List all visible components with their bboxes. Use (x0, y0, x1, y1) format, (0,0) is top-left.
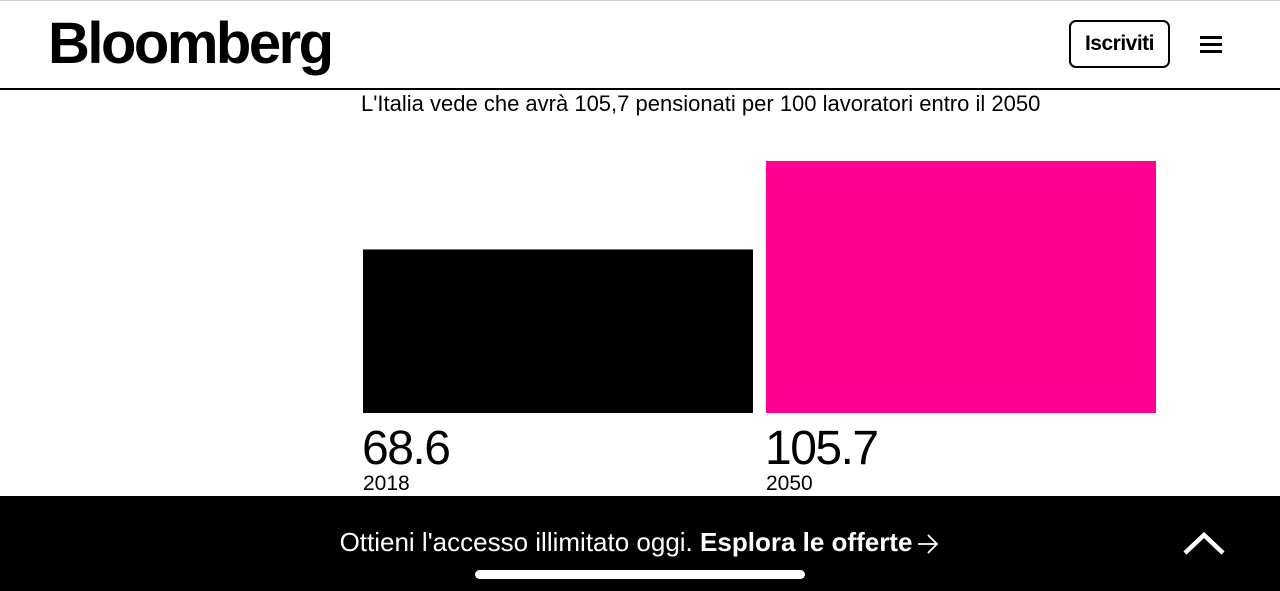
top-border (0, 0, 1280, 1)
arrow-right-icon[interactable] (916, 532, 940, 556)
home-indicator (475, 570, 805, 579)
bar-chart (363, 161, 1156, 413)
subscription-banner: Ottieni l'accesso illimitato oggi. Esplo… (0, 496, 1280, 591)
bar-2018 (363, 249, 753, 413)
chevron-up-icon[interactable] (1182, 530, 1226, 556)
site-header: Bloomberg Iscriviti (0, 1, 1280, 90)
category-label-2050: 2050 (766, 472, 813, 495)
value-label-2018: 68.6 (362, 422, 451, 475)
value-label-2050: 105.7 (765, 422, 879, 475)
banner-message: Ottieni l'accesso illimitato oggi. Esplo… (0, 525, 1280, 559)
bloomberg-logo[interactable]: Bloomberg (48, 11, 334, 76)
chart-title: L'Italia vede che avrà 105,7 pensionati … (361, 91, 1041, 116)
hamburger-menu-icon[interactable] (1198, 33, 1226, 57)
category-label-2018: 2018 (363, 472, 410, 495)
explore-offers-link[interactable]: Esplora le offerte (700, 527, 913, 557)
banner-lead-text: Ottieni l'accesso illimitato oggi. (339, 527, 693, 557)
bar-2050 (766, 161, 1156, 413)
subscribe-button[interactable]: Iscriviti (1069, 20, 1170, 68)
